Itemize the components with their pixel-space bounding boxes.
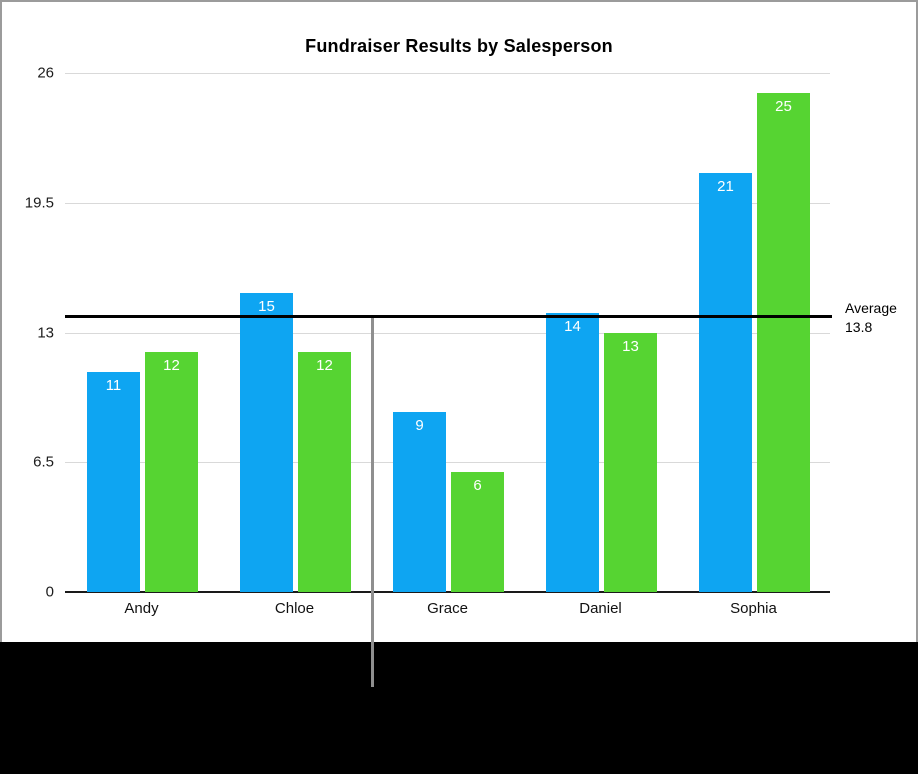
category-label-andy: Andy (124, 600, 159, 617)
bar-value-label: 13 (622, 337, 639, 355)
bar-blue_series-sophia: 21 (699, 172, 752, 592)
bar-green_series-daniel: 13 (604, 332, 657, 592)
y-axis-tick-label: 19.5 (24, 194, 54, 212)
bar-green_series-sophia: 25 (757, 92, 810, 592)
bar-value-label: 14 (564, 317, 581, 335)
gridline (65, 202, 830, 204)
category-label-chloe: Chloe (274, 600, 315, 617)
x-axis-baseline (65, 591, 830, 593)
bar-green_series-grace: 6 (451, 472, 504, 592)
bar-green_series-chloe: 12 (298, 352, 351, 592)
y-axis-tick-label: 6.5 (33, 453, 54, 471)
y-axis-tick-label: 26 (37, 64, 54, 82)
gridline (65, 332, 830, 334)
y-axis-tick-label: 13 (37, 324, 54, 341)
y-axis-tick-label: 0 (45, 583, 54, 601)
bar-value-label: 11 (105, 377, 122, 395)
bar-blue_series-andy: 11 (87, 372, 140, 592)
average-label-value: 13.8 (845, 319, 873, 335)
plot-area: 0 6.5 13 19.5 26 11 12 Andy 15 12 Chloe 9 6 Grace 14 13… (25, 65, 830, 617)
bar-value-label: 9 (415, 417, 424, 435)
bar-blue_series-grace: 9 (393, 412, 446, 592)
average-label-text: Average (845, 300, 897, 316)
category-label-daniel: Daniel (579, 600, 622, 617)
bar-green_series-andy: 12 (145, 352, 198, 592)
bar-value-label: 25 (775, 97, 792, 115)
category-label-grace: Grace (427, 600, 468, 617)
average-line (65, 315, 832, 318)
average-line-label: Average 13.8 (845, 299, 897, 337)
bar-value-label: 6 (473, 477, 482, 495)
bar-blue_series-daniel: 14 (546, 312, 599, 592)
chart-title: Fundraiser Results by Salesperson (305, 36, 613, 56)
bar-value-label: 21 (717, 177, 734, 195)
gridline (65, 73, 830, 74)
bar-value-label: 12 (316, 357, 333, 375)
masked-bottom-area (0, 642, 918, 774)
category-label-sophia: Sophia (730, 600, 777, 617)
gridline (65, 462, 830, 464)
callout-line (371, 318, 374, 687)
bar-value-label: 15 (258, 297, 275, 315)
bar-blue_series-chloe: 15 (240, 292, 293, 592)
bar-value-label: 12 (163, 357, 180, 375)
